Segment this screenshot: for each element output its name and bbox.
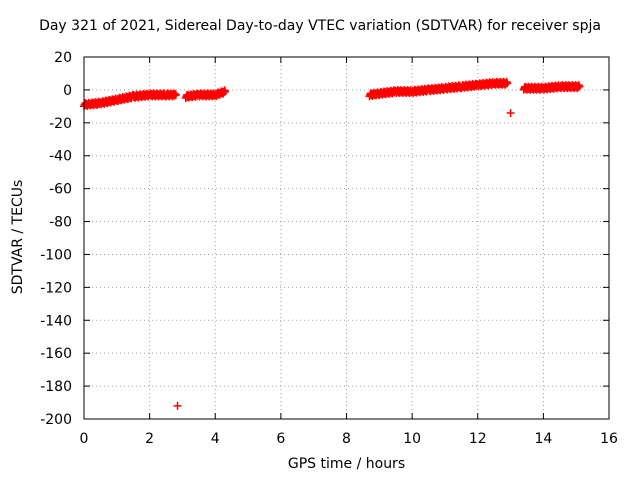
y-tick-label: 0 bbox=[63, 83, 72, 99]
y-tick-label: -140 bbox=[40, 313, 72, 329]
x-tick-label: 16 bbox=[600, 431, 618, 447]
y-tick-label: -180 bbox=[40, 379, 72, 395]
y-tick-label: -160 bbox=[40, 346, 72, 362]
data-point bbox=[506, 108, 515, 117]
data-point bbox=[173, 401, 182, 410]
data-point bbox=[221, 87, 230, 96]
data-point bbox=[503, 79, 512, 88]
x-tick-label: 10 bbox=[403, 431, 421, 447]
y-tick-label: -100 bbox=[40, 247, 72, 263]
y-tick-label: -40 bbox=[49, 149, 72, 165]
x-tick-label: 8 bbox=[342, 431, 351, 447]
y-tick-label: -80 bbox=[49, 215, 72, 231]
x-tick-label: 6 bbox=[276, 431, 285, 447]
x-tick-label: 4 bbox=[211, 431, 220, 447]
y-tick-label: -120 bbox=[40, 280, 72, 296]
axis-ticks: 0 2 4 6 8 10 12 14 16 20 0 -20 -40 -60 -80 -100 -120 -140… bbox=[40, 50, 618, 447]
x-tick-label: 12 bbox=[469, 431, 487, 447]
y-tick-label: -20 bbox=[49, 116, 72, 132]
y-tick-label: -200 bbox=[40, 412, 72, 428]
data-point bbox=[575, 82, 584, 91]
data-point bbox=[171, 90, 180, 99]
x-axis-label: GPS time / hours bbox=[287, 456, 406, 472]
x-tick-label: 0 bbox=[80, 431, 89, 447]
y-tick-label: -60 bbox=[49, 182, 72, 198]
y-axis-label: SDTVAR / TECUs bbox=[10, 179, 26, 295]
data-series bbox=[80, 77, 584, 410]
x-tick-label: 14 bbox=[534, 431, 552, 447]
y-tick-label: 20 bbox=[54, 50, 72, 66]
chart-title: Day 321 of 2021, Sidereal Day-to-day VTE… bbox=[39, 18, 601, 34]
grid-lines bbox=[84, 57, 609, 419]
x-tick-label: 2 bbox=[145, 431, 154, 447]
